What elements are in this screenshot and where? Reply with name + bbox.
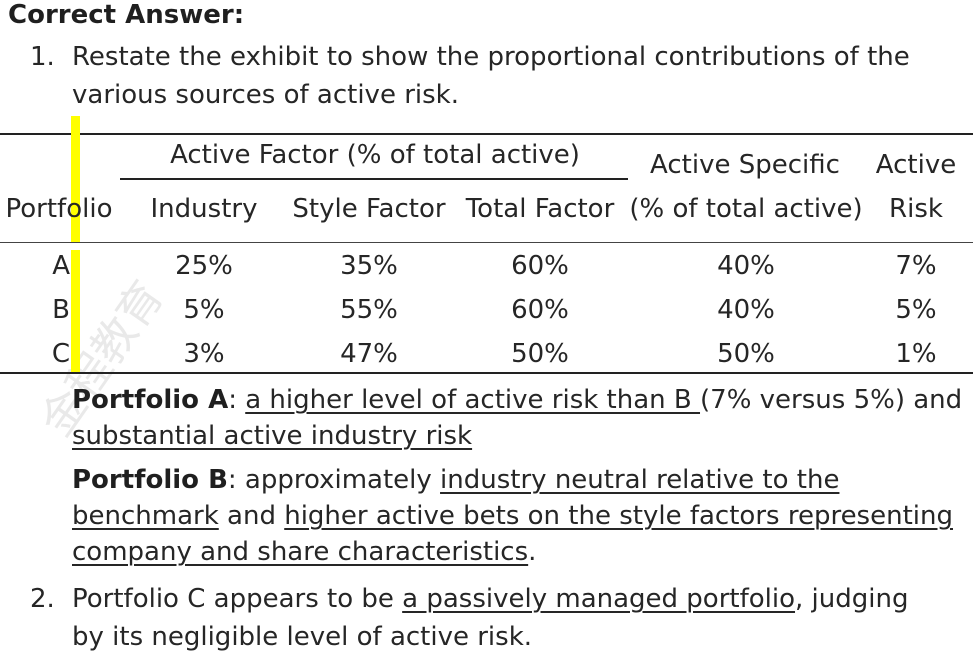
cell-style-factor: 35% — [340, 251, 398, 281]
list-item-2: 2. Portfolio C appears to be a passively… — [30, 580, 908, 618]
portfolio-b-underlined-1: industry neutral relative to the — [440, 465, 840, 495]
cell-portfolio: B — [52, 295, 70, 325]
highlight-bar-top — [71, 116, 80, 242]
cell-active-specific: 40% — [717, 295, 775, 325]
cell-total-factor: 60% — [511, 295, 569, 325]
header-active-risk-1: Active — [875, 150, 957, 180]
portfolio-b-label: Portfolio B — [72, 465, 228, 495]
cell-portfolio: C — [51, 339, 70, 369]
cell-style-factor: 47% — [340, 339, 398, 369]
portfolio-b-underlined-3: higher active bets on the style factors … — [284, 501, 953, 531]
header-bottom-border — [0, 242, 973, 243]
group-header-active-factor: Active Factor (% of total active) — [170, 140, 580, 170]
cell-active-specific: 50% — [717, 339, 775, 369]
portfolio-b-underlined-2: benchmark — [72, 501, 219, 531]
list-item-2-line2: by its negligible level of active risk. — [72, 622, 533, 652]
cell-total-factor: 50% — [511, 339, 569, 369]
list-item-text: Restate the exhibit to show the proporti… — [72, 42, 910, 72]
portfolio-a-label: Portfolio A — [72, 385, 229, 415]
header-portfolio: Portfolio — [5, 194, 113, 224]
header-active-specific-2: (% of total active) — [629, 194, 863, 224]
highlight-bar-rows — [71, 250, 80, 372]
cell-style-factor: 55% — [340, 295, 398, 325]
portfolio-a-paragraph: Portfolio A: a higher level of active ri… — [72, 382, 962, 418]
portfolio-a-text: (7% versus 5%) and — [700, 385, 963, 415]
portfolio-a-underlined-2: substantial active industry risk — [72, 421, 473, 451]
portfolio-b-line2: benchmark and higher active bets on the … — [72, 498, 953, 534]
portfolio-b-underlined-4: company and share characteristics — [72, 537, 529, 567]
item2-underlined: a passively managed portfolio — [402, 584, 796, 614]
portfolio-b-text-1: : approximately — [227, 465, 441, 495]
item2-text-2: , judging — [795, 584, 909, 614]
cell-active-specific: 40% — [717, 251, 775, 281]
group-header-underline — [120, 178, 628, 180]
header-total-factor: Total Factor — [465, 194, 615, 224]
header-style-factor: Style Factor — [292, 194, 446, 224]
item2-text-1: Portfolio C appears to be — [72, 584, 403, 614]
portfolio-b-text-2: and — [218, 501, 285, 531]
list-item-1-line2: various sources of active risk. — [72, 80, 459, 110]
header-industry: Industry — [150, 194, 258, 224]
correct-answer-heading: Correct Answer: — [8, 0, 245, 30]
cell-total-factor: 60% — [511, 251, 569, 281]
portfolio-b-text-3: . — [528, 537, 537, 567]
cell-active-risk: 1% — [895, 339, 937, 369]
portfolio-a-underlined-1: a higher level of active risk than B — [245, 385, 701, 415]
list-number: 1. — [30, 42, 55, 72]
list-item-text: Portfolio C appears to be a passively ma… — [72, 580, 908, 618]
header-active-risk-2: Risk — [889, 194, 943, 224]
cell-portfolio: A — [52, 251, 70, 281]
cell-active-risk: 7% — [895, 251, 937, 281]
colon: : — [228, 385, 237, 415]
cell-industry: 25% — [175, 251, 233, 281]
portfolio-a-line2: substantial active industry risk — [72, 418, 472, 454]
header-active-specific-1: Active Specific — [650, 150, 840, 180]
table-top-border — [0, 133, 973, 135]
list-number: 2. — [30, 584, 55, 614]
cell-industry: 5% — [183, 295, 225, 325]
portfolio-b-paragraph: Portfolio B: approximately industry neut… — [72, 462, 839, 498]
cell-industry: 3% — [183, 339, 225, 369]
list-item-1: 1. Restate the exhibit to show the propo… — [30, 38, 910, 76]
table-bottom-border — [0, 372, 973, 374]
cell-active-risk: 5% — [895, 295, 937, 325]
portfolio-b-line3: company and share characteristics. — [72, 534, 536, 570]
